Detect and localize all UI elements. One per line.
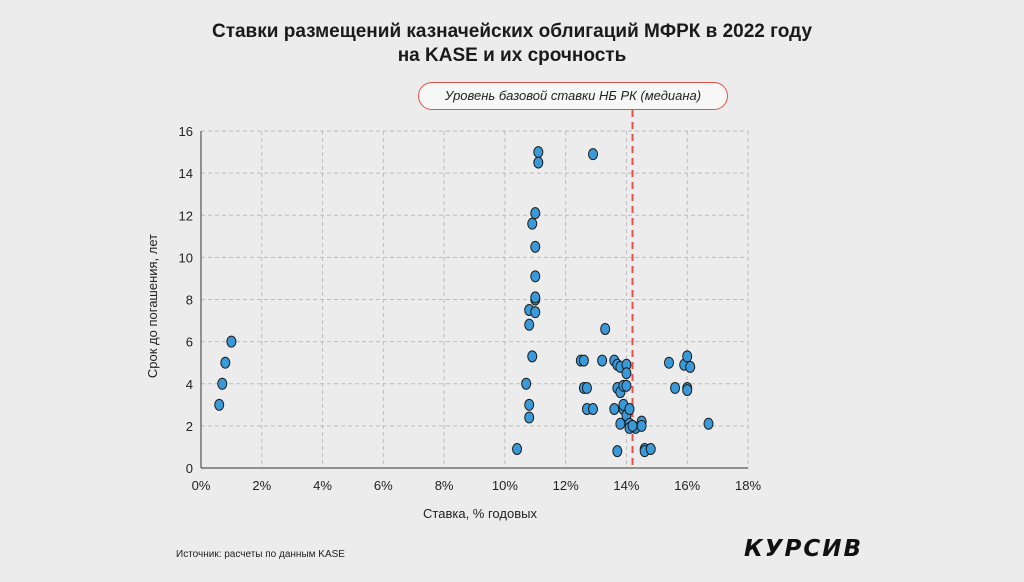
y-tick-label: 6 bbox=[186, 335, 193, 350]
data-point bbox=[621, 367, 632, 380]
data-point bbox=[524, 411, 535, 424]
data-point bbox=[624, 403, 635, 416]
data-point bbox=[214, 398, 225, 411]
data-point bbox=[530, 270, 541, 283]
data-point bbox=[533, 146, 544, 159]
grid bbox=[201, 130, 749, 468]
data-points bbox=[214, 146, 714, 458]
data-point bbox=[636, 419, 647, 432]
data-point bbox=[609, 403, 620, 416]
source-note: Источник: расчеты по данным KASE bbox=[176, 549, 345, 560]
data-point bbox=[226, 335, 237, 348]
data-point bbox=[597, 354, 608, 367]
data-point bbox=[663, 356, 674, 369]
x-tick-label: 12% bbox=[553, 478, 579, 493]
x-tick-label: 8% bbox=[435, 478, 454, 493]
data-point bbox=[220, 356, 231, 369]
data-point bbox=[670, 381, 681, 394]
data-point bbox=[600, 322, 611, 335]
data-point bbox=[682, 350, 693, 363]
y-tick-label: 4 bbox=[186, 377, 193, 392]
data-point bbox=[527, 217, 538, 230]
data-point bbox=[581, 381, 592, 394]
chart-title: Ставки размещений казначейских облигаций… bbox=[0, 20, 1024, 68]
data-point bbox=[217, 377, 228, 390]
x-tick-label: 6% bbox=[374, 478, 393, 493]
data-point bbox=[578, 354, 589, 367]
data-point bbox=[588, 148, 599, 161]
y-tick-label: 0 bbox=[186, 461, 193, 476]
x-tick-label: 2% bbox=[252, 478, 271, 493]
data-point bbox=[533, 156, 544, 169]
data-point bbox=[588, 403, 599, 416]
y-tick-label: 2 bbox=[186, 419, 193, 434]
data-point bbox=[645, 443, 656, 456]
x-tick-label: 0% bbox=[192, 478, 211, 493]
data-point bbox=[530, 207, 541, 220]
data-point bbox=[512, 443, 523, 456]
y-axis-label: Срок до погашения, лет bbox=[145, 234, 160, 378]
data-point bbox=[703, 417, 714, 430]
y-tick-label: 14 bbox=[179, 166, 193, 181]
reference-line-label: Уровень базовой ставки НБ РК (медиана) bbox=[418, 82, 728, 110]
x-tick-label: 16% bbox=[674, 478, 700, 493]
data-point bbox=[527, 350, 538, 363]
x-tick-label: 18% bbox=[735, 478, 761, 493]
tick-labels: 0% 2% 4% 6% 8% 10% 12% 14% 16% 18% 0 2 4 6 8 10 12 14 16 bbox=[179, 124, 762, 493]
data-point bbox=[524, 398, 535, 411]
x-tick-label: 4% bbox=[313, 478, 332, 493]
data-point bbox=[524, 318, 535, 331]
data-point bbox=[612, 445, 623, 458]
data-point bbox=[621, 379, 632, 392]
chart-title-line-2: на KASE и их срочность bbox=[397, 45, 627, 66]
data-point bbox=[685, 360, 696, 373]
y-tick-label: 12 bbox=[179, 208, 193, 223]
data-point bbox=[682, 384, 693, 397]
axes bbox=[200, 131, 748, 469]
data-point bbox=[530, 240, 541, 253]
data-point bbox=[530, 291, 541, 304]
data-point bbox=[530, 306, 541, 319]
y-tick-label: 8 bbox=[186, 293, 193, 308]
chart-title-line-1: Ставки размещений казначейских облигаций… bbox=[211, 21, 813, 42]
x-tick-label: 14% bbox=[613, 478, 639, 493]
y-tick-label: 10 bbox=[179, 250, 193, 265]
brand-logo: КУРСИВ bbox=[744, 536, 864, 562]
data-point bbox=[521, 377, 532, 390]
x-axis-label: Ставка, % годовых bbox=[423, 506, 537, 521]
x-tick-label: 10% bbox=[492, 478, 518, 493]
data-point bbox=[627, 419, 638, 432]
y-tick-label: 16 bbox=[179, 124, 193, 139]
